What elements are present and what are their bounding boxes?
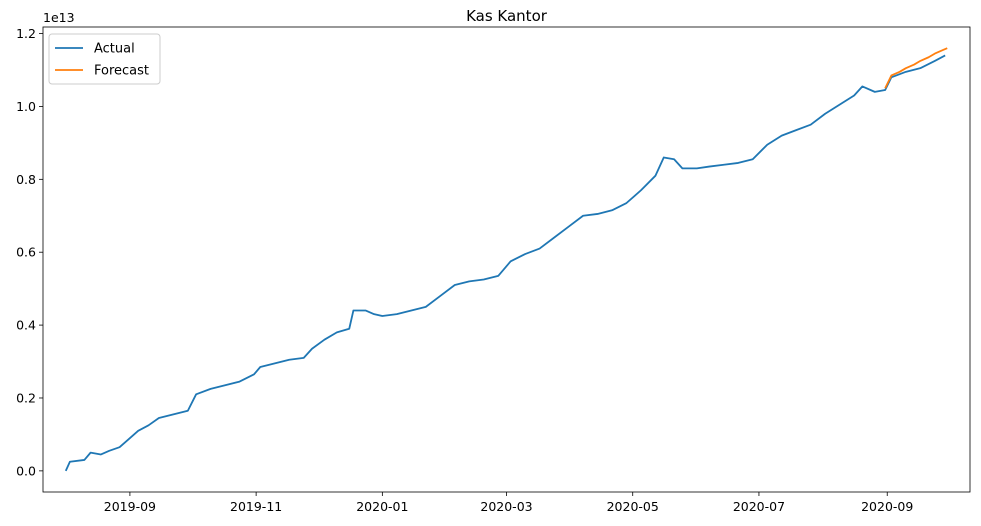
legend: Actual Forecast <box>48 33 161 85</box>
series-line-actual <box>64 54 946 472</box>
y-tick-label: 0.4 <box>16 318 36 333</box>
chart-title: Kas Kantor <box>466 7 548 25</box>
x-tick-label: 2020-09 <box>861 499 913 514</box>
y-axis: 0.0 0.2 0.4 0.6 0.8 1.0 1.2 <box>16 26 43 478</box>
x-tick-label: 2020-01 <box>356 499 408 514</box>
y-tick-label: 1.2 <box>16 26 36 41</box>
plot-area <box>42 26 971 493</box>
legend-label: Actual <box>94 42 135 57</box>
y-tick-label: 0.8 <box>16 172 36 187</box>
y-tick-label: 0.2 <box>16 390 36 405</box>
y-offset-text: 1e13 <box>43 10 75 25</box>
series-line-forecast <box>884 47 948 89</box>
x-tick-label: 2020-03 <box>480 499 532 514</box>
series-layer <box>64 47 948 472</box>
y-tick-label: 0.0 <box>16 463 36 478</box>
legend-label: Forecast <box>94 64 149 79</box>
x-tick-label: 2019-11 <box>230 499 282 514</box>
x-tick-label: 2020-05 <box>607 499 659 514</box>
x-axis: 2019-09 2019-11 2020-01 2020-03 2020-05 2020-… <box>104 492 913 514</box>
y-tick-label: 0.6 <box>16 245 36 260</box>
x-tick-label: 2020-07 <box>733 499 785 514</box>
y-tick-label: 1.0 <box>16 99 36 114</box>
x-tick-label: 2019-09 <box>104 499 156 514</box>
legend-box <box>48 33 161 85</box>
